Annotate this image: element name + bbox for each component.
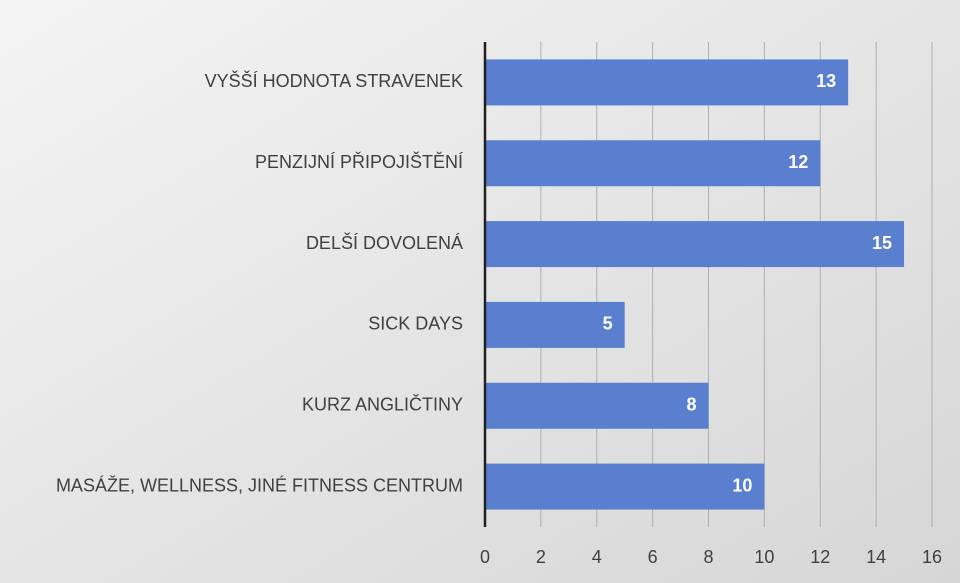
value-label: 8 <box>686 395 696 415</box>
x-tick-label: 0 <box>480 547 490 567</box>
y-tick-label: SICK DAYS <box>368 314 463 334</box>
x-tick-label: 6 <box>648 547 658 567</box>
y-tick-label: MASÁŽE, WELLNESS, JINÉ FITNESS CENTRUM <box>56 475 463 495</box>
x-tick-label: 14 <box>866 547 886 567</box>
y-tick-label: DELŠÍ DOVOLENÁ <box>306 232 463 253</box>
x-tick-label: 4 <box>592 547 602 567</box>
bar <box>485 221 905 268</box>
y-tick-label: KURZ ANGLIČTINY <box>302 394 463 415</box>
value-label: 10 <box>732 475 752 495</box>
value-label: 13 <box>816 71 836 91</box>
bar <box>485 382 709 429</box>
x-tick-label: 12 <box>810 547 830 567</box>
x-tick-label: 10 <box>754 547 774 567</box>
value-label: 12 <box>788 152 808 172</box>
value-label: 15 <box>872 233 892 253</box>
bar <box>485 301 625 348</box>
bar <box>485 59 849 106</box>
y-tick-label: PENZIJNÍ PŘIPOJIŠTĚNÍ <box>255 151 463 172</box>
bar <box>485 140 821 187</box>
x-tick-label: 16 <box>922 547 942 567</box>
value-label: 5 <box>603 314 613 334</box>
x-tick-label: 2 <box>536 547 546 567</box>
x-tick-label: 8 <box>703 547 713 567</box>
bar <box>485 463 765 510</box>
y-tick-label: VYŠŠÍ HODNOTA STRAVENEK <box>205 70 463 91</box>
